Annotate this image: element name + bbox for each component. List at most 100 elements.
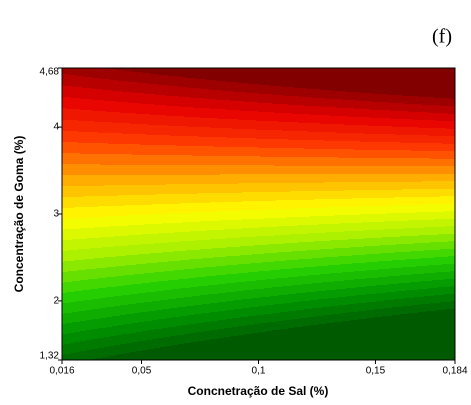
contour-band <box>190 222 193 232</box>
contour-band <box>376 285 379 294</box>
contour-band <box>182 107 185 117</box>
contour-band <box>346 231 349 241</box>
contour-band <box>358 223 361 232</box>
contour-band <box>142 244 145 255</box>
contour-band <box>136 72 139 83</box>
contour-band <box>268 192 271 202</box>
contour-band <box>320 224 323 234</box>
contour-band <box>182 97 185 108</box>
contour-band <box>392 292 395 301</box>
contour-band <box>100 227 103 238</box>
contour-band <box>208 99 211 109</box>
contour-band <box>100 278 103 289</box>
contour-band <box>206 127 209 138</box>
contour-band <box>354 92 357 101</box>
contour-band <box>88 300 91 311</box>
contour-band <box>210 128 213 138</box>
contour-band <box>112 216 115 227</box>
contour-band <box>148 321 151 331</box>
contour-band <box>348 149 351 159</box>
contour-band <box>190 127 193 137</box>
contour-band <box>230 128 233 139</box>
contour-band <box>64 282 67 294</box>
contour-band <box>258 263 261 272</box>
contour-band <box>250 228 253 238</box>
contour-band <box>258 271 261 281</box>
contour-band <box>258 228 261 237</box>
contour-band <box>224 137 227 148</box>
contour-band <box>78 281 81 292</box>
contour-band <box>280 321 283 330</box>
contour-band <box>164 95 167 106</box>
contour-band <box>330 90 333 100</box>
contour-band <box>156 204 159 215</box>
contour-band <box>268 201 271 210</box>
contour-band <box>218 90 221 101</box>
contour-band <box>294 183 297 192</box>
contour-band <box>112 80 115 92</box>
contour-band <box>194 98 197 109</box>
contour-band <box>376 238 379 247</box>
contour-band <box>206 146 209 157</box>
contour-band <box>102 175 105 187</box>
contour-band <box>380 158 383 167</box>
contour-band <box>132 342 135 353</box>
contour-band <box>334 290 337 299</box>
contour-band <box>108 347 111 357</box>
contour-band <box>142 165 145 176</box>
contour-band <box>338 99 341 109</box>
contour-band <box>278 113 281 123</box>
contour-band <box>342 207 345 216</box>
contour-band <box>372 126 375 135</box>
contour-band <box>184 241 187 252</box>
contour-band <box>262 323 265 333</box>
contour-band <box>104 111 107 123</box>
contour-band <box>72 98 75 110</box>
contour-band <box>100 186 103 197</box>
contour-band <box>158 68 161 76</box>
contour-band <box>354 150 357 159</box>
contour-band <box>380 301 383 310</box>
contour-band <box>192 156 195 166</box>
contour-band <box>104 154 107 166</box>
contour-band <box>254 298 257 308</box>
contour-band <box>156 68 159 75</box>
contour-band <box>80 121 83 133</box>
contour-band <box>62 197 65 209</box>
contour-band <box>380 230 383 239</box>
contour-band <box>238 147 241 157</box>
contour-band <box>122 102 125 114</box>
contour-band <box>96 339 99 350</box>
contour-band <box>352 125 355 134</box>
contour-band <box>318 316 321 325</box>
contour-band <box>88 228 91 239</box>
contour-band <box>310 300 313 310</box>
contour-band <box>302 97 305 106</box>
contour-band <box>346 68 349 93</box>
contour-band <box>204 99 207 109</box>
contour-band <box>180 184 183 195</box>
contour-band <box>76 120 79 132</box>
contour-band <box>82 207 85 219</box>
contour-band <box>270 86 273 95</box>
contour-band <box>276 192 279 201</box>
contour-band <box>192 333 195 343</box>
contour-band <box>166 75 169 86</box>
contour-band <box>272 95 275 105</box>
contour-band <box>240 156 243 166</box>
contour-band <box>176 270 179 281</box>
contour-band <box>360 109 363 118</box>
contour-band <box>318 149 321 158</box>
contour-band <box>234 129 237 139</box>
contour-band <box>352 92 355 101</box>
contour-band <box>346 280 349 289</box>
contour-band <box>244 210 247 220</box>
contour-band <box>134 313 137 324</box>
contour-band <box>144 205 147 216</box>
contour-band <box>122 226 125 237</box>
contour-band <box>322 149 325 158</box>
contour-band <box>258 165 261 175</box>
contour-band <box>342 313 345 322</box>
contour-band <box>242 120 245 130</box>
contour-band <box>94 299 97 310</box>
